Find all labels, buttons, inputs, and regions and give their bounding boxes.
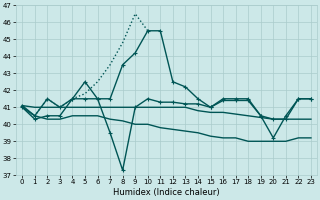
X-axis label: Humidex (Indice chaleur): Humidex (Indice chaleur) (113, 188, 220, 197)
